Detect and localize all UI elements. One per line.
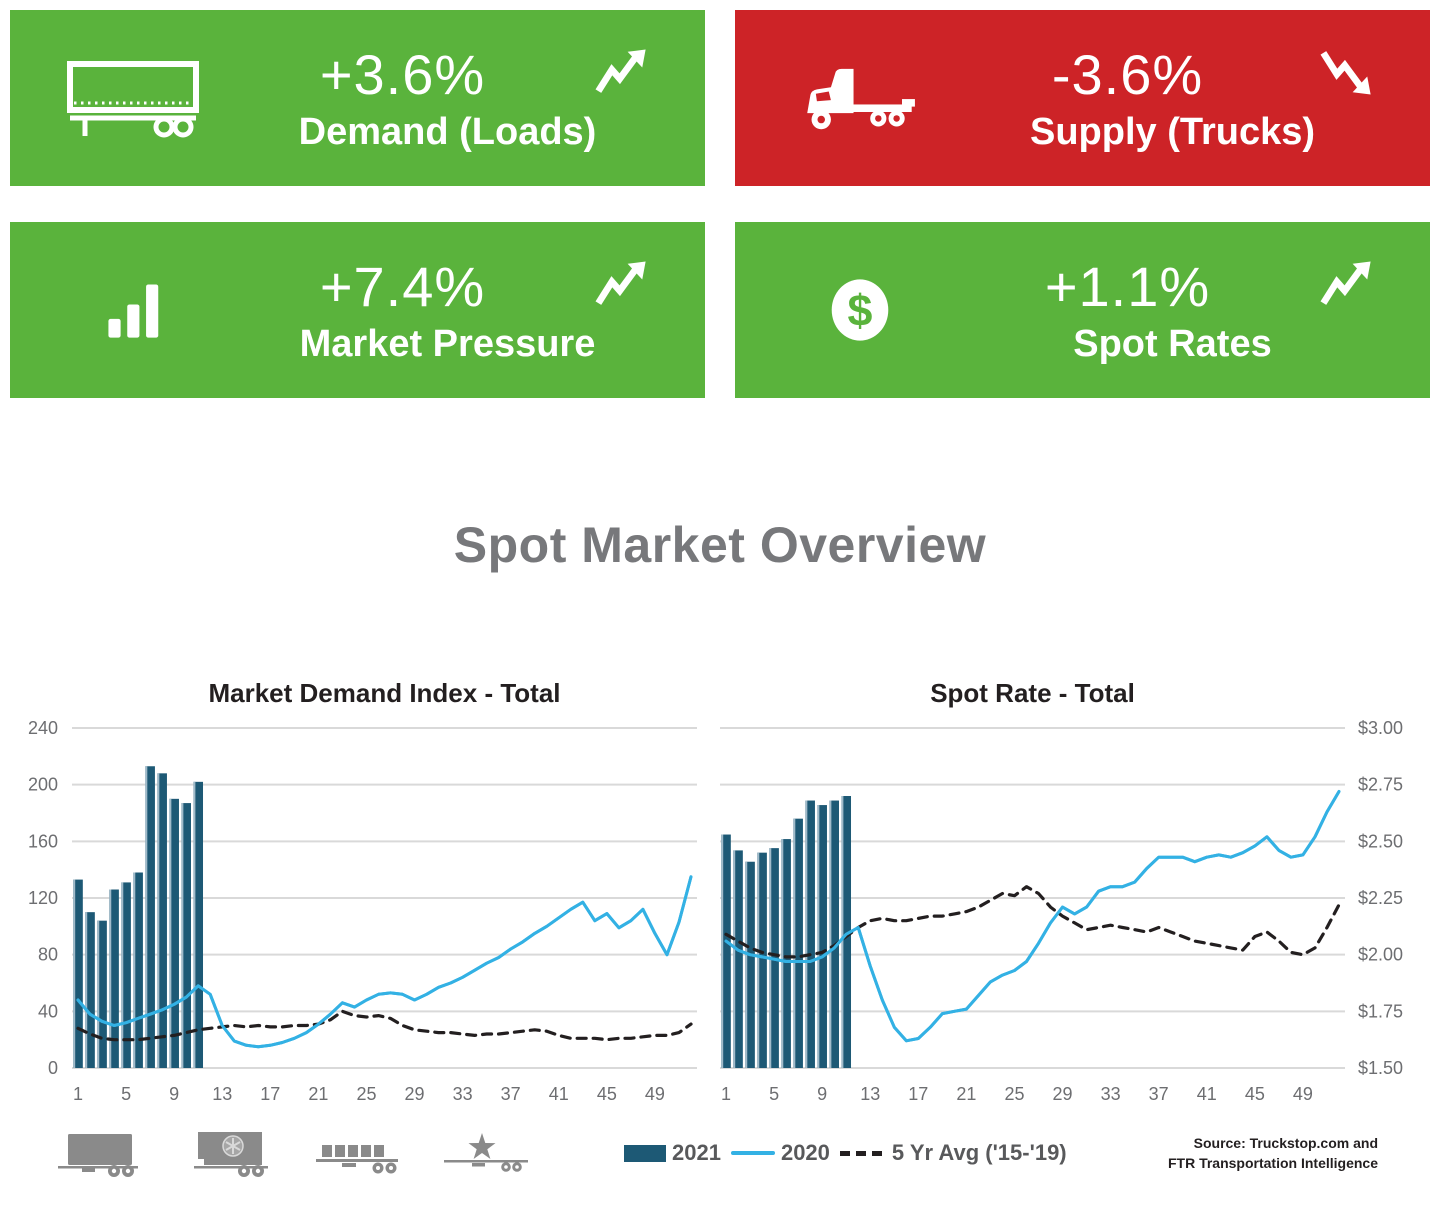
svg-text:45: 45 [597,1084,617,1104]
chart-legend: 2021 2020 5 Yr Avg ('15-'19) [624,1140,1067,1166]
tile-demand: +3.6% Demand (Loads) [10,10,705,186]
market-demand-chart: Market Demand Index - Total 240 200 160 120… [0,678,705,1114]
market-demand-plot: 240 200 160 120 80 40 01 5 9 13 17 21 25 29 33 37 41 45 49 [28,718,697,1104]
legend-2021: 2021 [624,1140,721,1166]
svg-text:$2.00: $2.00 [1358,945,1403,965]
svg-text:$1.75: $1.75 [1358,1001,1403,1021]
trend-up-icon [1320,260,1374,313]
svg-text:40: 40 [38,1001,58,1021]
page-title: Spot Market Overview [453,517,987,573]
chart-title-demand: Market Demand Index - Total [208,678,561,708]
svg-text:25: 25 [1004,1084,1024,1104]
svg-text:37: 37 [1149,1084,1169,1104]
svg-text:33: 33 [1101,1084,1121,1104]
spot-rate-plot: $3.00 $2.75 $2.50 $2.25 $2.00 $1.75 $1.50 1 5 9 13… [720,718,1403,1104]
demand-label: Demand (Loads) [298,111,597,153]
svg-text:$2.75: $2.75 [1358,775,1403,795]
specialized-icon [440,1128,532,1178]
svg-text:80: 80 [38,945,58,965]
svg-text:9: 9 [817,1084,827,1104]
demand-value: +3.6% [319,43,486,106]
tile-market-pressure: +7.4% Market Pressure [10,222,705,398]
chart-footer: 2021 2020 5 Yr Avg ('15-'19) Source: Tru… [0,1128,1440,1178]
legend-5yr-avg: 5 Yr Avg ('15-'19) [839,1140,1067,1166]
svg-text:$3.00: $3.00 [1358,718,1403,738]
svg-text:21: 21 [956,1084,976,1104]
svg-text:49: 49 [645,1084,665,1104]
equipment-icons [58,1128,532,1178]
reefer-icon [186,1128,278,1178]
svg-text:5: 5 [769,1084,779,1104]
spot-rates-value: +1.1% [1044,255,1211,318]
kpi-tiles: +3.6% Demand (Loads) [0,0,1440,398]
dry-van-icon [58,1128,150,1178]
legend-2021-swatch [624,1144,666,1162]
legend-2020: 2020 [730,1140,830,1166]
tile-spot-rates: $ +1.1% Spot Rates [735,222,1430,398]
spot-rate-chart: Spot Rate - Total $3.00 $2.75 $2.50 $2.25 $2… [705,678,1440,1114]
svg-text:37: 37 [501,1084,521,1104]
source-attribution: Source: Truckstop.com and FTR Transporta… [1167,1134,1378,1171]
trend-down-icon [1320,48,1374,101]
charts-row: Market Demand Index - Total 240 200 160 120… [0,678,1440,1114]
legend-2020-swatch [730,1151,775,1155]
trend-up-icon [595,48,649,101]
pressure-value: +7.4% [319,255,486,318]
dollar-icon: $ [775,277,945,343]
svg-text:1: 1 [721,1084,731,1104]
svg-text:0: 0 [48,1058,58,1078]
svg-text:21: 21 [308,1084,328,1104]
svg-text:33: 33 [453,1084,473,1104]
svg-text:5: 5 [121,1084,131,1104]
chart-title-spot-rate: Spot Rate - Total [930,678,1135,708]
svg-text:41: 41 [549,1084,569,1104]
legend-5yr-swatch [839,1150,886,1156]
tile-supply: -3.6% Supply (Trucks) [735,10,1430,186]
svg-text:29: 29 [405,1084,425,1104]
bar-chart-icon [50,279,220,341]
svg-text:1: 1 [73,1084,83,1104]
svg-text:$1.50: $1.50 [1358,1058,1403,1078]
truck-icon [775,63,945,133]
svg-text:200: 200 [28,775,58,795]
trailer-icon [50,56,220,140]
svg-text:41: 41 [1197,1084,1217,1104]
svg-text:13: 13 [860,1084,880,1104]
svg-text:25: 25 [356,1084,376,1104]
svg-text:13: 13 [212,1084,232,1104]
svg-text:17: 17 [908,1084,928,1104]
svg-text:49: 49 [1293,1084,1313,1104]
svg-text:160: 160 [28,831,58,851]
svg-text:240: 240 [28,718,58,738]
svg-text:17: 17 [260,1084,280,1104]
trend-up-icon [595,260,649,313]
spot-rates-label: Spot Rates [1073,323,1272,365]
svg-text:45: 45 [1245,1084,1265,1104]
svg-text:$2.25: $2.25 [1358,888,1403,908]
svg-text:$2.50: $2.50 [1358,831,1403,851]
svg-text:9: 9 [169,1084,179,1104]
svg-text:120: 120 [28,888,58,908]
flatbed-load-icon [314,1128,404,1178]
svg-text:$: $ [848,285,873,335]
svg-text:29: 29 [1053,1084,1073,1104]
pressure-label: Market Pressure [299,323,596,365]
supply-value: -3.6% [1051,43,1204,106]
supply-label: Supply (Trucks) [1029,111,1316,153]
